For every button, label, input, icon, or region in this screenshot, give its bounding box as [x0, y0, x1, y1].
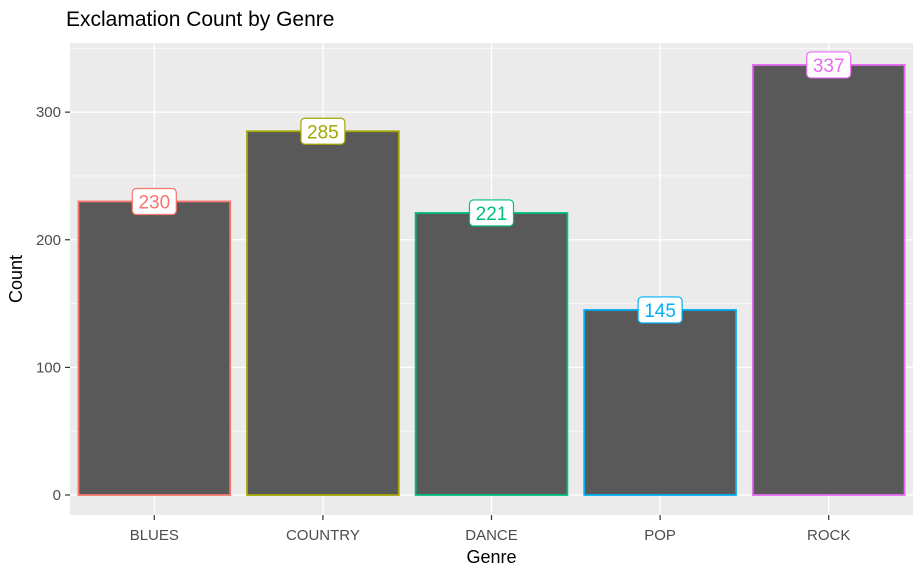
data-label-text: 337 — [813, 56, 845, 77]
bar-dance — [414, 212, 569, 496]
bar-country — [246, 130, 400, 496]
data-label-blues: 230 — [131, 187, 177, 216]
data-label-box — [131, 187, 177, 216]
y-tick-label: 0 — [53, 487, 61, 504]
x-tick-label: COUNTRY — [286, 527, 360, 544]
x-tick-label: POP — [644, 527, 676, 544]
data-label-text: 285 — [307, 122, 339, 143]
data-label-box — [300, 117, 346, 145]
data-label-rock: 337 — [806, 51, 852, 79]
y-tick-label: 300 — [36, 104, 61, 121]
data-label-box — [806, 51, 852, 79]
bar-blues — [77, 200, 232, 496]
data-label-text: 230 — [138, 192, 170, 213]
x-axis-title: Genre — [466, 547, 516, 567]
bar-rock — [751, 64, 906, 496]
y-tick-label: 100 — [36, 359, 61, 376]
data-label-box — [468, 199, 515, 227]
data-label-country: 285 — [300, 117, 346, 145]
data-label-box — [637, 296, 683, 324]
data-label-pop: 145 — [637, 296, 683, 324]
y-axis: 0 100 200 300 — [36, 104, 70, 504]
y-tick-label: 200 — [36, 232, 61, 249]
data-label-dance: 221 — [468, 199, 515, 227]
bar-pop — [583, 309, 737, 496]
x-tick-label: ROCK — [807, 527, 850, 544]
y-axis-title: Count — [6, 255, 26, 303]
data-labels: 230 285 221 145 337 — [131, 51, 852, 324]
chart-title: Exclamation Count by Genre — [66, 8, 335, 31]
data-label-text: 221 — [476, 204, 508, 225]
x-tick-label: DANCE — [465, 527, 518, 544]
x-tick-label: BLUES — [130, 527, 179, 544]
x-axis: BLUES COUNTRY DANCE POP ROCK — [130, 515, 850, 544]
data-label-text: 145 — [644, 301, 676, 322]
